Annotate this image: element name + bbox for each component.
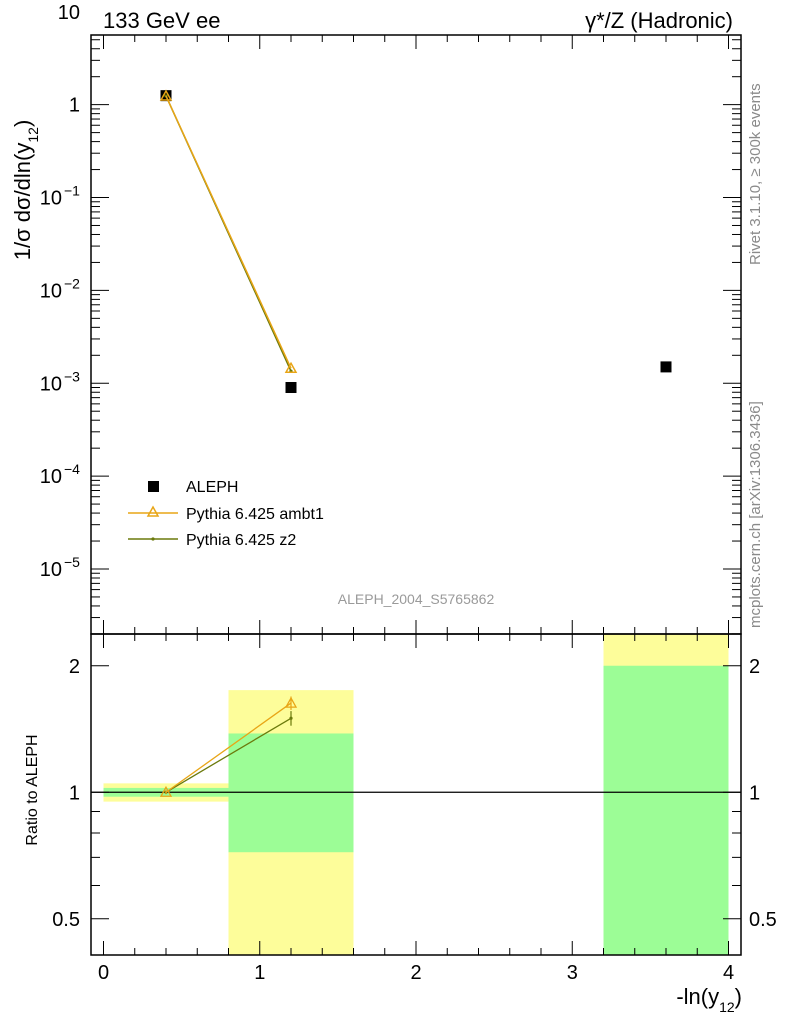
main-y-tick-label: 10	[40, 188, 62, 210]
x-tick-label: 2	[410, 962, 421, 984]
ratio-y-tick-label-left: 1	[69, 782, 80, 804]
z2-ratio-point-1	[289, 716, 293, 720]
legend-marker-z2	[151, 537, 155, 541]
main-y-tick-base: 10	[58, 2, 80, 24]
x-axis-title-sub: 12	[719, 999, 735, 1015]
main-y-tick-label: 10	[40, 559, 62, 581]
main-y-tick-label: 1	[69, 95, 80, 117]
aleph-data-point-1	[285, 382, 297, 394]
x-axis-title-close: )	[735, 984, 742, 1009]
main-y-tick-base: 10	[40, 466, 62, 488]
ratio-y-tick-label-left: 0.5	[52, 909, 80, 931]
legend-label-aleph: ALEPH	[186, 479, 238, 496]
ambt1-mc-line	[165, 95, 292, 369]
legend: ALEPH Pythia 6.425 ambt1 Pythia 6.425 z2	[128, 479, 324, 549]
top-right-label: γ*/Z (Hadronic)	[585, 8, 733, 33]
legend-marker-ambt1	[146, 505, 160, 517]
ratio-y-tick-label-right: 1	[749, 782, 760, 804]
x-tick-label: 3	[567, 962, 578, 984]
ratio-y-tick-label-left: 2	[69, 656, 80, 678]
main-y-axis-title-text: 1/σ dσ/dln(y	[10, 143, 35, 261]
main-y-tick-label: 10	[40, 466, 62, 488]
main-y-tick-exponent: −3	[64, 368, 80, 384]
ratio-y-tick-label-right: 0.5	[749, 909, 777, 931]
main-y-tick-base: 10	[40, 559, 62, 581]
side-label-bottom: mcplots.cern.ch [arXiv:1306.3436]	[747, 401, 764, 628]
legend-marker-aleph	[148, 481, 159, 492]
main-y-tick-label: 10	[58, 2, 80, 24]
ratio-y-axis-title: Ratio to ALEPH	[24, 734, 41, 845]
ambt1-ratio-line	[165, 702, 292, 793]
aleph-data-point-2	[660, 361, 672, 373]
main-y-tick-base: 10	[40, 280, 62, 302]
ratio-y-tick-label-right: 2	[749, 656, 760, 678]
legend-label-z2: Pythia 6.425 z2	[186, 532, 296, 549]
ratio-plot	[91, 696, 741, 797]
x-axis-title: -ln(y12)	[676, 984, 742, 1015]
x-tick-label: 1	[254, 962, 265, 984]
main-y-axis-title-close: )	[10, 120, 35, 127]
main-y-tick-exponent: −5	[64, 554, 80, 570]
main-y-axis-title: 1/σ dσ/dln(y12)	[10, 120, 41, 261]
main-y-tick-base: 10	[40, 188, 62, 210]
ambt1-mc-point-1	[284, 361, 298, 374]
x-tick-label: 4	[723, 962, 734, 984]
main-plot	[159, 89, 672, 394]
analysis-watermark: ALEPH_2004_S5765862	[338, 591, 495, 607]
main-y-tick-label: 10	[40, 280, 62, 302]
legend-label-ambt1: Pythia 6.425 ambt1	[186, 506, 324, 523]
x-axis-title-text: -ln(y	[676, 984, 719, 1009]
main-y-tick-exponent: −2	[64, 275, 80, 291]
main-y-tick-base: 1	[69, 95, 80, 117]
ambt1-ratio-point-0	[159, 785, 173, 797]
main-y-tick-exponent: −1	[64, 183, 80, 199]
z2-ratio-line	[165, 717, 292, 793]
ambt1-ratio-point-1	[284, 696, 298, 708]
side-label-top: Rivet 3.1.10, ≥ 300k events	[747, 83, 764, 265]
stat-uncertainty-band-2	[603, 665, 729, 955]
ambt1-mc-point-0	[159, 89, 173, 101]
main-y-tick-label: 10	[40, 373, 62, 395]
x-tick-label: 0	[98, 962, 109, 984]
main-y-tick-base: 10	[40, 373, 62, 395]
top-left-label: 133 GeV ee	[103, 8, 220, 33]
main-y-axis-title-sub: 12	[25, 127, 41, 143]
ratio-bands	[103, 634, 729, 955]
main-y-tick-exponent: −4	[64, 461, 80, 477]
